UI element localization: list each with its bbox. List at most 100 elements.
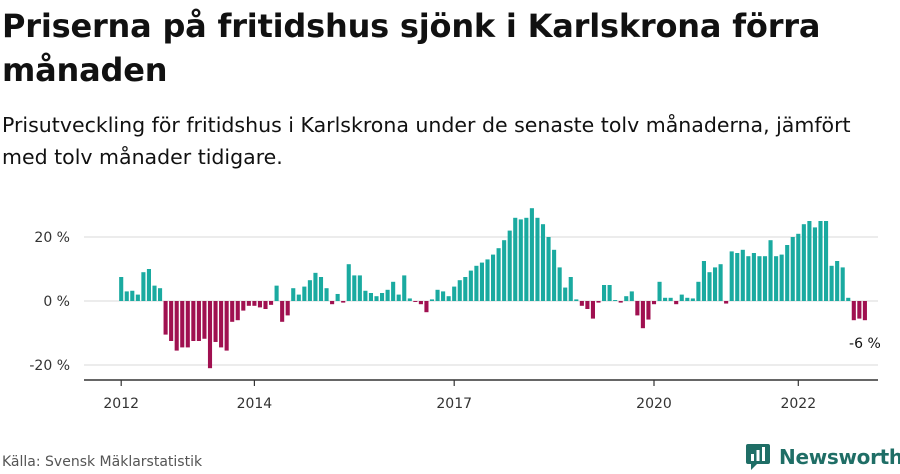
bar [724,301,729,304]
y-tick-label: -20 % [29,358,70,374]
bar [668,297,673,301]
bar [746,256,751,301]
bar [274,285,279,301]
bar [757,256,762,301]
bar [679,294,684,301]
bar [185,301,190,348]
bar [457,280,462,301]
bar [602,285,607,301]
bar [446,296,451,301]
bar [224,301,229,351]
bar [801,224,806,301]
brand-logo: Newsworthy [745,441,900,473]
bar [135,294,140,301]
bar [846,297,851,301]
bar [563,287,568,301]
bar [368,293,373,301]
bar [119,277,124,301]
bar [785,245,790,301]
bar [285,301,290,316]
bar [851,301,856,321]
bar [818,221,823,301]
bar [790,237,795,301]
bar [463,277,468,301]
labels: 20 % 0 % -20 % 2012 2014 2017 2020 2022 -6 % [29,230,880,412]
bar [596,301,601,303]
bar [663,297,668,301]
bar [396,294,401,301]
bar [435,289,440,301]
bar [812,227,817,301]
bar [174,301,179,351]
bar [735,253,740,301]
bar [191,301,196,341]
bar [585,301,590,309]
last-value-label: -6 % [849,336,881,352]
bar [196,301,201,341]
bar [357,275,362,301]
x-tick-label: 2020 [636,396,672,412]
bar [352,275,357,301]
bar [296,294,301,301]
bar [307,280,312,301]
bar [807,221,812,301]
bar [346,264,351,301]
bar [141,272,146,301]
bar [701,261,706,301]
y-tick-label: 20 % [34,230,70,246]
bar [252,301,257,306]
bar [574,299,579,301]
bar [579,301,584,306]
bar [407,298,412,301]
bar [857,301,862,319]
bar [740,249,745,301]
bar [674,301,679,305]
bar [618,301,623,303]
bar [402,275,407,301]
bar [713,267,718,301]
bar [130,290,135,301]
bar [718,264,723,301]
bar [690,298,695,301]
source-note: Källa: Svensk Mäklarstatistik [2,454,203,470]
bar [280,301,285,322]
bar [629,291,634,301]
bar [768,240,773,301]
bar [729,251,734,301]
x-tick-label: 2022 [780,396,816,412]
bar [219,301,224,348]
bar [862,301,867,321]
x-tick-label: 2014 [237,396,273,412]
bar [840,267,845,301]
bar [313,272,318,301]
bar [202,301,207,339]
bar [152,285,157,301]
bar [452,286,457,301]
bar [696,281,701,301]
bar [835,261,840,301]
bar [374,296,379,301]
bar [513,217,518,301]
bar [568,277,573,301]
bar [590,301,595,319]
bar [774,256,779,301]
bar [502,240,507,301]
bar [524,217,529,301]
bar [762,256,768,301]
bar [413,301,418,302]
bars [119,208,867,369]
bar [124,291,129,301]
bar [651,301,657,305]
bar [613,300,618,301]
x-tick-label: 2012 [103,396,139,412]
bar [335,293,340,301]
bar [685,297,690,301]
bar [341,301,346,303]
bar [235,301,240,321]
bar [829,265,834,301]
bar [751,253,756,301]
newsworthy-logo-icon [746,444,770,470]
bar [263,301,268,309]
bar [385,289,390,301]
bar [363,290,368,301]
